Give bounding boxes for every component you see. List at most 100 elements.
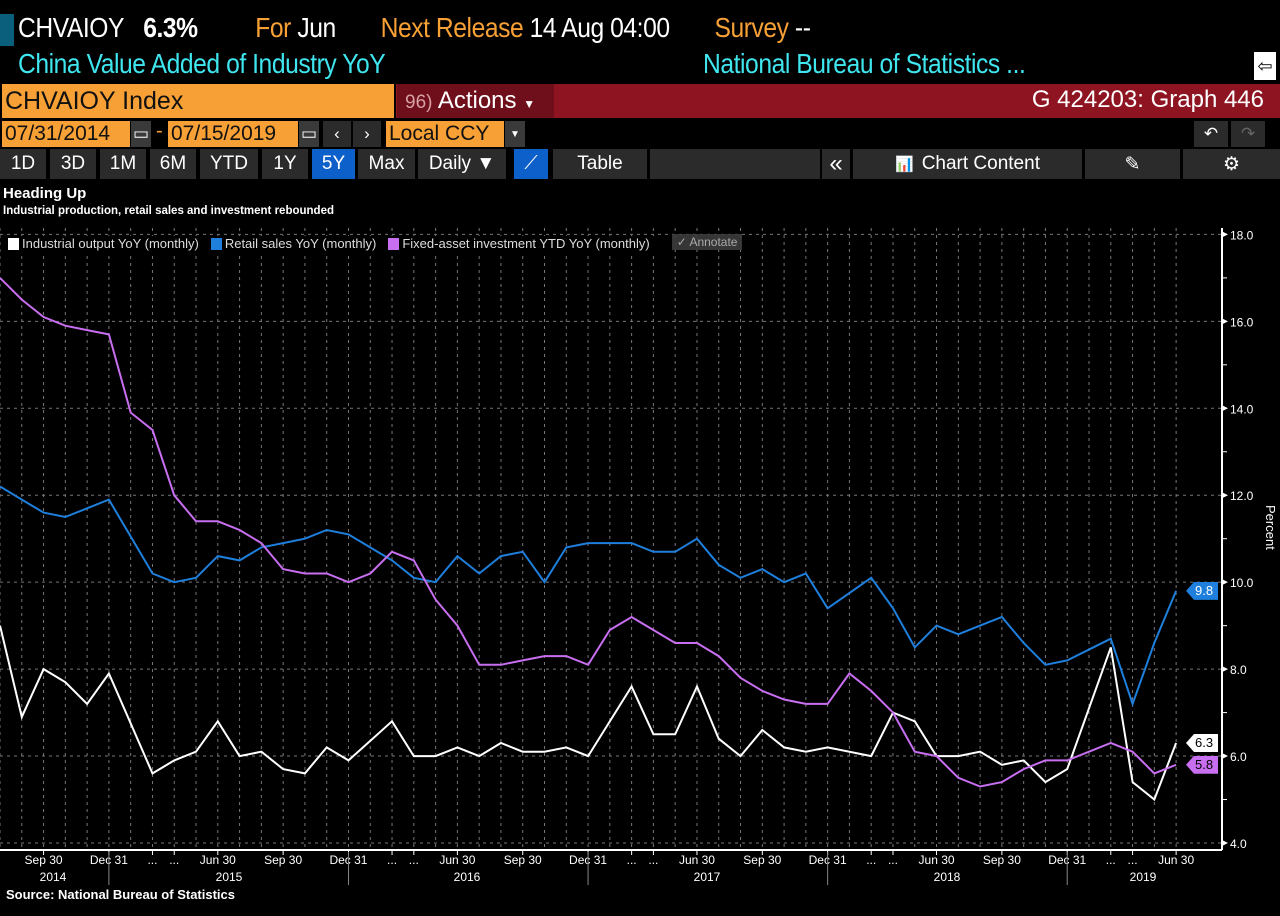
annotate-label: Annotate [689, 235, 738, 249]
series-line-0 [0, 625, 1178, 802]
next-arrow-icon[interactable]: › [353, 121, 381, 147]
x-tick-label: Sep 30 [983, 853, 1021, 867]
currency-select[interactable]: Local CCY [386, 121, 504, 147]
y-tick [1222, 579, 1228, 586]
end-date-input[interactable]: 07/15/2019 [168, 121, 298, 147]
range-1y[interactable]: 1Y [262, 149, 308, 179]
legend-label: Retail sales YoY (monthly) [224, 236, 377, 251]
legend-label: Industrial output YoY (monthly) [22, 236, 199, 251]
x-tick-label: ... [147, 853, 157, 867]
start-date-input[interactable]: 07/31/2014 [2, 121, 130, 147]
legend-label: Fixed-asset investment YTD YoY (monthly) [402, 236, 650, 251]
y-tick-label: 10.0 [1230, 576, 1254, 590]
gear-icon[interactable]: ⚙ [1183, 149, 1280, 179]
actions-number: 96) [405, 92, 433, 113]
y-tick-label: 12.0 [1230, 489, 1254, 503]
legend-swatch [388, 237, 400, 250]
y-tick [1222, 231, 1228, 238]
range-1d[interactable]: 1D [0, 149, 46, 179]
source-link[interactable]: National Bureau of Statistics ... [703, 48, 1026, 79]
calendar-icon[interactable]: ▭ [299, 121, 319, 147]
x-tick-label: Jun 30 [679, 853, 715, 867]
y-tick-label: 14.0 [1230, 402, 1254, 416]
last-value-tag: 5.8 [1186, 755, 1218, 774]
y-tick-label: 18.0 [1230, 228, 1254, 242]
prev-arrow-icon[interactable]: ‹ [323, 121, 351, 147]
y-tick [1222, 753, 1228, 760]
toolbar-spacer [650, 149, 820, 179]
security-input[interactable]: CHVAIOY Index [2, 84, 394, 118]
range-1m[interactable]: 1M [100, 149, 146, 179]
legend: Industrial output YoY (monthly) Retail sa… [8, 236, 662, 253]
y-tick-label: 16.0 [1230, 315, 1254, 329]
chart-subtitle: Industrial production, retail sales and … [3, 205, 335, 217]
frequency-dropdown[interactable]: Daily ▼ [418, 149, 506, 179]
range-5y[interactable]: 5Y [312, 149, 355, 179]
description: China Value Added of Industry YoY [18, 48, 386, 79]
range-3d[interactable]: 3D [50, 149, 96, 179]
range-ytd[interactable]: YTD [200, 149, 258, 179]
quote-line: CHVAIOY 6.3% For Jun Next Release 14 Aug… [18, 12, 811, 44]
next-release-value: 14 Aug 04:00 [529, 12, 670, 43]
date-dash: - [156, 120, 163, 142]
y-tick-label: 4.0 [1230, 837, 1247, 851]
series-line-1 [0, 485, 1178, 707]
year-label: 2015 [216, 870, 243, 884]
x-tick-label: ... [1106, 853, 1116, 867]
y-tick-label: 8.0 [1230, 663, 1247, 677]
y-tick [1222, 666, 1228, 673]
legend-item[interactable]: Retail sales YoY (monthly) [210, 236, 377, 251]
line-chart-icon[interactable]: ⟋ [514, 149, 548, 179]
collapse-button[interactable]: « [822, 149, 850, 179]
x-tick-label: Jun 30 [439, 853, 475, 867]
range-max[interactable]: Max [358, 149, 415, 179]
last-value-tag: 9.8 [1186, 581, 1218, 600]
undo-icon[interactable]: ↶ [1194, 121, 1228, 147]
year-label: 2014 [40, 870, 67, 884]
y-axis-label: Percent [1263, 505, 1278, 550]
calendar-icon[interactable]: ▭ [131, 121, 151, 147]
for-label: For [255, 12, 291, 43]
x-tick-label: ... [648, 853, 658, 867]
next-release-label: Next Release [380, 12, 524, 43]
source-note: Source: National Bureau of Statistics [6, 887, 235, 902]
actions-label: Actions [437, 87, 517, 114]
x-tick-label: ... [1128, 853, 1138, 867]
legend-item[interactable]: Fixed-asset investment YTD YoY (monthly) [388, 236, 650, 251]
legend-item[interactable]: Industrial output YoY (monthly) [8, 236, 199, 251]
year-label: 2016 [454, 870, 481, 884]
x-tick-label: Jun 30 [919, 853, 955, 867]
year-label: 2018 [934, 870, 961, 884]
x-tick-label: ... [387, 853, 397, 867]
edit-icon[interactable]: ✎ [1085, 149, 1180, 179]
survey-value: -- [794, 12, 811, 43]
y-tick [1222, 840, 1228, 846]
range-6m[interactable]: 6M [150, 149, 196, 179]
legend-swatch [210, 237, 222, 250]
x-tick-label: ... [409, 853, 419, 867]
year-label: 2017 [694, 870, 721, 884]
chart-content-button[interactable]: 📊 Chart Content [853, 149, 1082, 179]
x-tick-label: ... [866, 853, 876, 867]
redo-icon[interactable]: ↷ [1231, 121, 1265, 147]
actions-button[interactable]: 96) Actions ▼ [397, 84, 554, 118]
y-tick [1222, 492, 1228, 499]
legend-swatch [8, 237, 19, 250]
export-icon[interactable]: ⇦ [1254, 52, 1276, 80]
annotate-button[interactable]: ✓ Annotate [671, 234, 743, 250]
survey-label: Survey [714, 12, 789, 43]
for-value: Jun [297, 12, 336, 43]
x-tick-label: Sep 30 [743, 853, 781, 867]
chart-title: Heading Up [3, 185, 87, 202]
chevron-down-icon[interactable]: ▼ [505, 121, 525, 147]
x-tick-label: Jun 30 [1158, 853, 1194, 867]
x-tick-label: Sep 30 [264, 853, 302, 867]
graph-id: G 424203: Graph 446 [1031, 86, 1264, 113]
x-tick-label: Sep 30 [504, 853, 542, 867]
x-tick-label: Sep 30 [25, 853, 63, 867]
y-tick [1222, 405, 1228, 412]
y-tick [1222, 318, 1228, 325]
x-tick-label: Jun 30 [200, 853, 236, 867]
table-button[interactable]: Table [553, 149, 647, 179]
last-value-tag: 6.3 [1186, 734, 1218, 753]
